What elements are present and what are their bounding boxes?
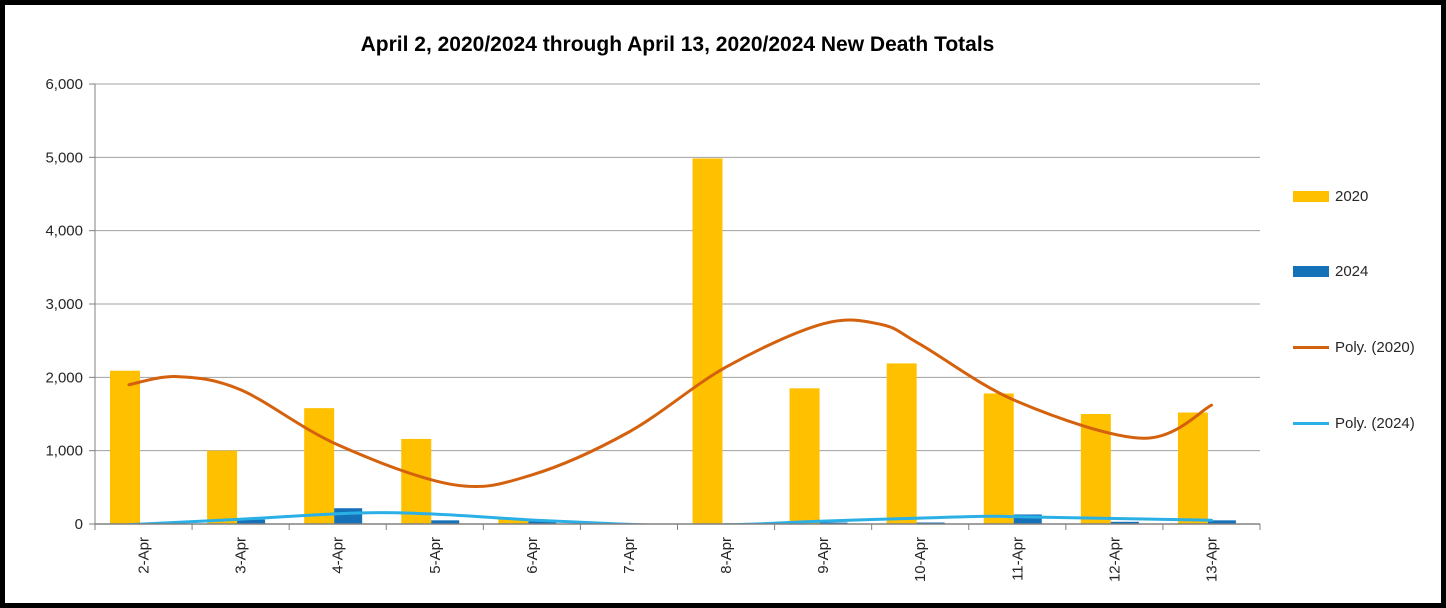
legend-label-poly-2024: Poly. (2024) [1335, 414, 1415, 432]
x-tick-label: 12-Apr [1106, 537, 1123, 582]
bar-2024-4-Apr [334, 508, 363, 524]
x-tick-label: 6-Apr [524, 537, 541, 574]
legend-label-poly-2020: Poly. (2020) [1335, 338, 1415, 356]
legend-item-poly-2024: Poly. (2024) [1293, 414, 1415, 432]
legend-item-2024: 2024 [1293, 262, 1369, 280]
legend-swatch-poly-2020-line [1293, 345, 1329, 349]
bar-2020-6-Apr [498, 518, 529, 524]
legend-swatch-2024 [1293, 265, 1329, 277]
legend-item-2020: 2020 [1293, 187, 1369, 205]
x-tick-label: 2-Apr [136, 537, 153, 574]
x-tick-label: 7-Apr [621, 537, 638, 574]
y-tick-label: 3,000 [45, 296, 83, 313]
bar-2024-13-Apr [1207, 520, 1236, 524]
y-tick-label: 5,000 [45, 149, 83, 166]
bar-2020-9-Apr [789, 388, 820, 524]
plot-area: 0 1,000 2,000 3,000 4,000 5,000 6,000 2-Apr 3-Ap… [45, 76, 1261, 582]
bar-2024-11-Apr [1013, 514, 1042, 524]
bar-2024-12-Apr [1110, 521, 1139, 524]
x-tick-label: 3-Apr [233, 537, 250, 574]
bar-2020-2-Apr [110, 370, 140, 524]
bar-2020-10-Apr [886, 363, 917, 524]
bar-2024-6-Apr [528, 521, 557, 524]
y-tick-label: 0 [75, 516, 83, 533]
x-tick-label: 13-Apr [1204, 537, 1221, 582]
y-tick-label: 2,000 [45, 369, 83, 386]
x-tick-label: 11-Apr [1009, 537, 1026, 581]
x-tick-label: 5-Apr [427, 537, 444, 574]
bar-2024-3-Apr [237, 519, 266, 524]
bar-2020-5-Apr [401, 438, 432, 524]
x-tick-label: 8-Apr [718, 537, 735, 574]
legend-label-2020: 2020 [1335, 187, 1369, 205]
y-tick-label: 4,000 [45, 223, 83, 240]
bar-2020-11-Apr [983, 393, 1014, 524]
trendline-poly-2020- [127, 318, 1213, 489]
bar-2020-13-Apr [1177, 412, 1208, 524]
x-tick-label: 9-Apr [815, 537, 832, 574]
legend-item-poly-2020: Poly. (2020) [1293, 338, 1415, 356]
bar-2020-8-Apr [692, 158, 723, 524]
bar-2024-5-Apr [431, 520, 460, 524]
legend-label-2024: 2024 [1335, 262, 1369, 280]
x-tick-label: 4-Apr [330, 537, 347, 574]
chart-title: April 2, 2020/2024 through April 13, 202… [360, 33, 995, 56]
x-tick-label: 10-Apr [912, 537, 929, 582]
bar-2020-4-Apr [304, 408, 335, 524]
y-tick-label: 6,000 [45, 76, 83, 93]
legend-swatch-2020 [1293, 190, 1329, 202]
trendline-poly-2024- [127, 511, 1213, 524]
bar-2020-3-Apr [207, 450, 238, 524]
y-tick-label: 1,000 [45, 443, 83, 460]
legend-swatch-poly-2024-line [1293, 421, 1329, 425]
